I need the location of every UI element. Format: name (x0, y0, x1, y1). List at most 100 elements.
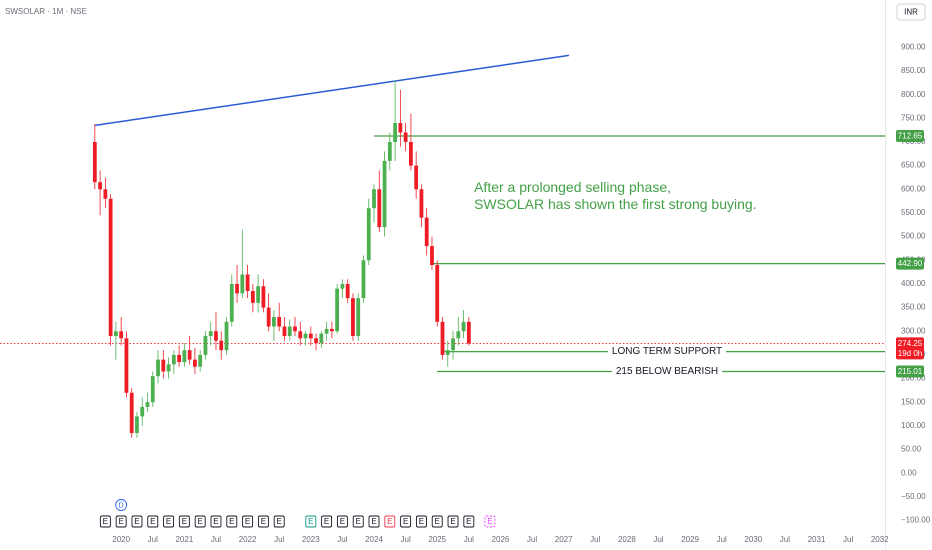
level-badge-label: 712.65 (898, 132, 923, 141)
candle-body (187, 350, 192, 360)
event-marker (384, 515, 396, 528)
candle-body (103, 189, 108, 199)
candle-body (451, 338, 455, 351)
event-marker (368, 515, 380, 528)
y-tick-label: 350.00 (901, 303, 926, 312)
event-label: E (387, 517, 392, 526)
candle-body (166, 364, 171, 372)
x-tick-label: Jul (401, 535, 411, 544)
event-marker (210, 515, 222, 528)
candle-body (456, 331, 461, 339)
candle-body (414, 165, 419, 190)
dividend-label: D (119, 502, 124, 509)
event-label: E (403, 517, 408, 526)
candle-body (219, 340, 224, 351)
event-marker (163, 515, 175, 528)
candle-body (245, 274, 250, 292)
x-tick-label: 2028 (618, 535, 636, 544)
y-tick-label: 0.00 (901, 468, 917, 477)
y-tick-label: 800.00 (901, 90, 926, 99)
currency-label[interactable]: INR (904, 8, 918, 17)
event-label: E (182, 517, 187, 526)
event-marker (273, 515, 285, 528)
x-tick-label: 2022 (239, 535, 257, 544)
candle-body (393, 123, 397, 142)
candle-body (177, 354, 182, 363)
candle-body (145, 402, 150, 407)
y-tick-label: 600.00 (901, 184, 926, 193)
event-label: E (356, 517, 361, 526)
level-badge (896, 129, 924, 142)
trendline (94, 54, 570, 127)
candle-body (398, 123, 403, 133)
candle-body (198, 354, 203, 367)
candle-body (282, 326, 287, 336)
candle-body (377, 189, 382, 228)
event-marker (178, 515, 190, 528)
x-tick-label: Jul (717, 535, 727, 544)
candle-body (171, 354, 176, 365)
event-marker (305, 515, 317, 528)
event-label: E (277, 517, 282, 526)
x-tick-label: 2024 (365, 535, 383, 544)
candle-body (329, 328, 334, 332)
candle-body (229, 283, 234, 322)
candle-body (161, 359, 166, 372)
x-tick-label: Jul (780, 535, 790, 544)
level-badge-label: 442.90 (898, 259, 923, 268)
y-tick-label: 750.00 (901, 113, 926, 122)
x-tick-label: Jul (843, 535, 853, 544)
y-tick-label: −100.00 (901, 516, 931, 525)
candle-body (92, 141, 97, 183)
event-marker (321, 515, 333, 528)
event-label: E (487, 517, 492, 526)
y-tick-label: 900.00 (901, 42, 926, 51)
level-text-bg (611, 365, 723, 378)
candle-body (256, 286, 261, 303)
y-tick-label: 50.00 (901, 445, 922, 454)
y-tick-label: 650.00 (901, 161, 926, 170)
candle-body (98, 182, 102, 190)
event-label: E (245, 517, 250, 526)
x-tick-label: 2025 (428, 535, 446, 544)
x-tick-label: 2020 (112, 535, 130, 544)
event-marker (226, 515, 238, 528)
event-marker (257, 515, 269, 528)
candle-body (335, 288, 340, 332)
candle-body (324, 328, 329, 334)
event-marker (242, 515, 254, 528)
candle-body (382, 160, 387, 228)
candle-body (266, 307, 271, 327)
x-tick-label: 2031 (808, 535, 826, 544)
candle-body (419, 189, 424, 218)
candle-body (150, 376, 155, 403)
currency-button[interactable] (896, 3, 926, 21)
event-label: E (103, 517, 108, 526)
candle-body (351, 298, 355, 336)
candle-body (135, 416, 139, 433)
event-marker (115, 515, 127, 528)
candle-body (403, 132, 408, 142)
event-marker (447, 515, 459, 528)
event-marker (352, 515, 364, 528)
candle-body (387, 141, 392, 161)
candle-body (314, 338, 318, 344)
candle-body (440, 321, 445, 355)
y-tick-label: 300.00 (901, 326, 926, 335)
candle-body (235, 283, 239, 294)
last-price-label: 274.25 (898, 339, 923, 348)
candle-body (319, 333, 324, 344)
annotation-text: After a prolonged selling phase, (474, 179, 671, 195)
candle-body (203, 335, 208, 355)
event-marker (336, 515, 348, 528)
x-tick-label: Jul (274, 535, 284, 544)
y-tick-label: 500.00 (901, 232, 926, 241)
x-tick-label: 2021 (175, 535, 193, 544)
candle-body (129, 392, 134, 433)
candle-body (466, 321, 471, 344)
event-marker (484, 515, 496, 528)
event-label: E (229, 517, 234, 526)
x-tick-label: 2027 (555, 535, 573, 544)
